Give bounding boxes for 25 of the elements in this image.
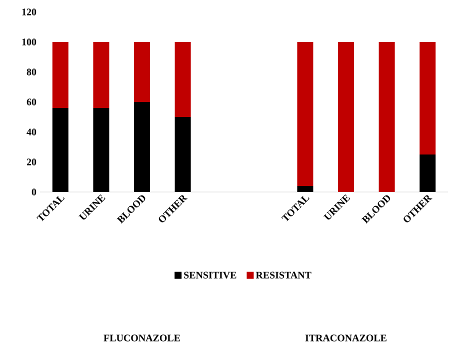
- bar: [52, 108, 68, 192]
- bar: [134, 42, 150, 102]
- y-tick-label: 120: [22, 8, 36, 16]
- legend-label: SENSITIVE: [184, 272, 236, 279]
- legend-label: RESISTANT: [256, 272, 312, 278]
- bar: [134, 102, 150, 192]
- y-tick-label: 100: [22, 38, 36, 46]
- bar: [297, 42, 314, 186]
- bar: [174, 117, 191, 192]
- bar: [420, 154, 436, 192]
- bar: [297, 186, 314, 192]
- y-tick-label: 80: [26, 68, 36, 76]
- bar: [93, 42, 110, 108]
- text: FLUCONAZOLE: [104, 334, 180, 342]
- bar: [378, 42, 395, 192]
- bar: [52, 42, 68, 108]
- y-tick-label: 40: [26, 128, 36, 136]
- text: ITRACONAZOLE: [305, 334, 386, 342]
- bar: [338, 42, 354, 192]
- y-tick-label: 60: [26, 98, 36, 106]
- bar: [174, 42, 191, 117]
- y-tick-label: 0: [32, 188, 36, 196]
- bar: [93, 108, 110, 192]
- y-tick-label: 20: [26, 158, 36, 166]
- bar: [420, 42, 436, 154]
